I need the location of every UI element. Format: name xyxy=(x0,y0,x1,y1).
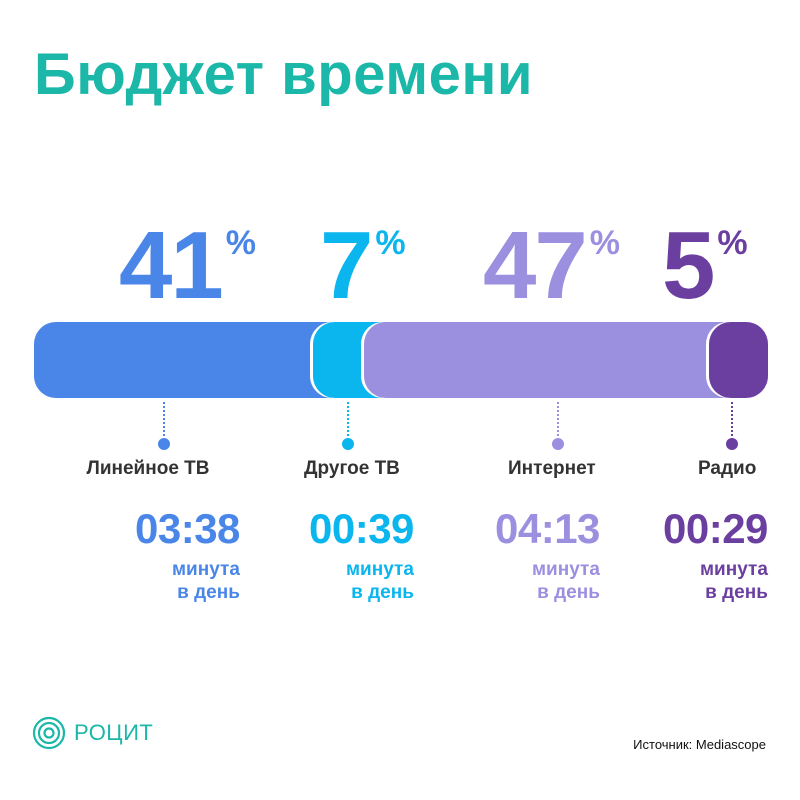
percent-value: 7 xyxy=(320,212,373,319)
bar-segment-3 xyxy=(364,322,754,398)
time-unit-line: минута xyxy=(532,559,600,580)
category-label-4: Радио xyxy=(698,458,757,479)
time-unit-line: в день xyxy=(351,582,414,604)
time-unit-line: минута xyxy=(346,559,414,580)
time-unit-4: минута в день xyxy=(700,558,768,604)
connector-line-1 xyxy=(163,402,165,436)
category-label-3: Интернет xyxy=(508,458,596,479)
source-note: Источник: Mediascope xyxy=(633,737,766,752)
time-unit-2: минута в день xyxy=(346,558,414,604)
time-value-1: 03:38 xyxy=(135,505,240,552)
logo: РОЦИТ xyxy=(32,716,153,750)
time-unit-line: в день xyxy=(537,582,600,604)
time-unit-1: минута в день xyxy=(172,558,240,604)
connector-dot-3 xyxy=(552,438,564,450)
connector-line-3 xyxy=(557,402,559,436)
time-unit-line: в день xyxy=(705,582,768,604)
percent-value: 5 xyxy=(662,212,715,319)
percent-sign: % xyxy=(225,224,257,262)
time-value-2: 00:39 xyxy=(309,505,414,552)
time-value-3: 04:13 xyxy=(495,505,600,552)
percent-sign: % xyxy=(375,224,406,262)
time-unit-3: минута в день xyxy=(532,558,600,604)
percent-value: 47 xyxy=(483,212,588,319)
connector-dot-2 xyxy=(342,438,354,450)
percent-sign: % xyxy=(589,224,621,262)
percent-sign: % xyxy=(717,224,748,262)
category-label-1: Линейное ТВ xyxy=(86,458,210,479)
page-title: Бюджет времени xyxy=(34,42,534,107)
logo-text: РОЦИТ xyxy=(74,720,154,745)
concentric-circles-icon xyxy=(32,716,66,750)
time-value-4: 00:29 xyxy=(663,505,768,552)
percent-label-3: 47% xyxy=(483,212,621,319)
percent-value: 41 xyxy=(119,212,224,319)
time-unit-line: в день xyxy=(177,582,240,604)
connector-dot-1 xyxy=(158,438,170,450)
bar-segment-4 xyxy=(709,322,768,398)
connector-line-4 xyxy=(731,402,733,436)
stacked-bar xyxy=(34,322,768,398)
time-unit-line: минута xyxy=(700,559,768,580)
percent-label-4: 5% xyxy=(662,212,748,319)
connector-dot-4 xyxy=(726,438,738,450)
time-unit-line: минута xyxy=(172,559,240,580)
connector-line-2 xyxy=(347,402,349,436)
percent-label-1: 41% xyxy=(119,212,257,319)
category-label-2: Другое ТВ xyxy=(304,458,400,479)
bar-segment-1 xyxy=(34,322,357,398)
percent-label-2: 7% xyxy=(320,212,406,319)
